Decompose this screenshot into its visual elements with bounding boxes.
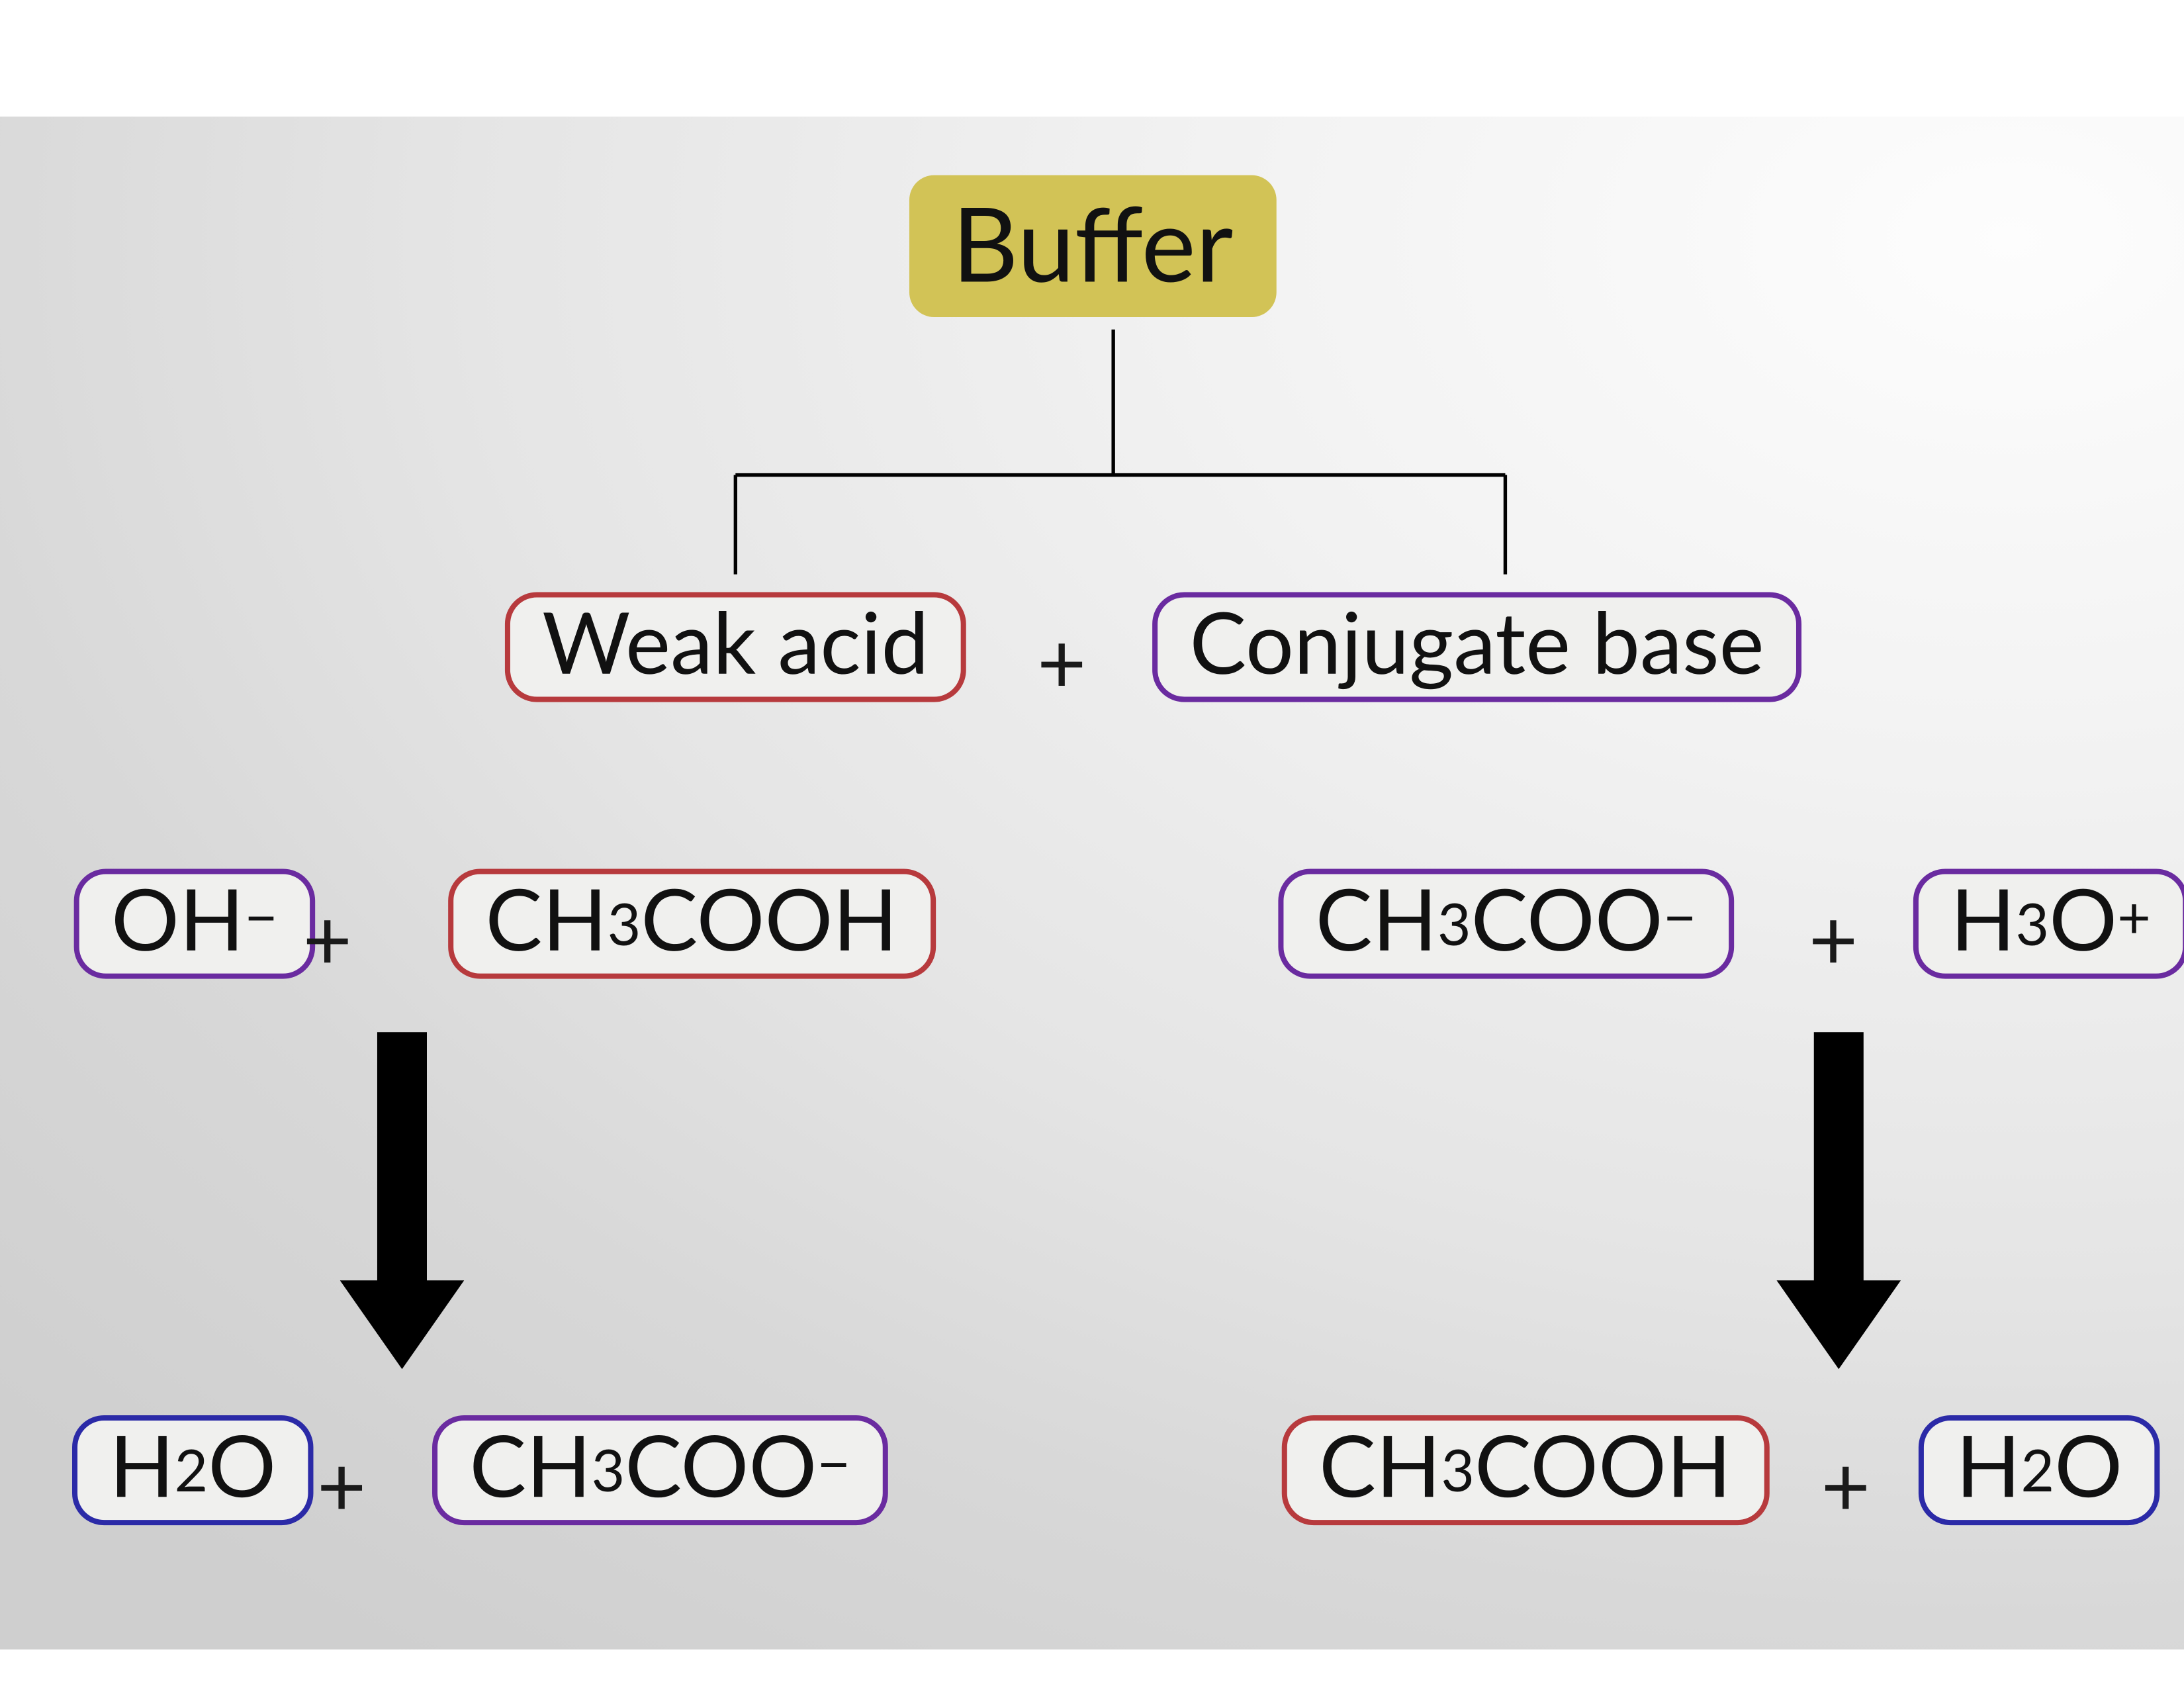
box-acetateL: CH3COO− — [432, 1415, 887, 1525]
plus-left-top: + — [302, 897, 352, 982]
box-aceticAcidR: CH3COOH — [1282, 1415, 1769, 1525]
box-waterL: H2O — [72, 1415, 314, 1525]
box-hydronium: H3O+ — [1913, 869, 2184, 979]
box-conjBase: Conjugate base — [1152, 592, 1801, 702]
box-aceticAcidL: CH3COOH — [448, 869, 935, 979]
arrow-right — [1776, 1032, 1901, 1369]
plus-right-top: + — [1809, 897, 1858, 982]
plus-left-bot: + — [317, 1444, 367, 1529]
box-acetateR: CH3COO− — [1278, 869, 1733, 979]
arrow-left — [340, 1032, 465, 1369]
diagram-background — [0, 117, 2184, 1650]
title-buffer: Buffer — [909, 175, 1276, 317]
box-ohMinus: OH− — [74, 869, 316, 979]
box-weakAcid: Weak acid — [505, 592, 966, 702]
box-waterR: H2O — [1919, 1415, 2160, 1525]
plus-right-bot: + — [1821, 1444, 1870, 1529]
plus-components: + — [1037, 620, 1087, 706]
